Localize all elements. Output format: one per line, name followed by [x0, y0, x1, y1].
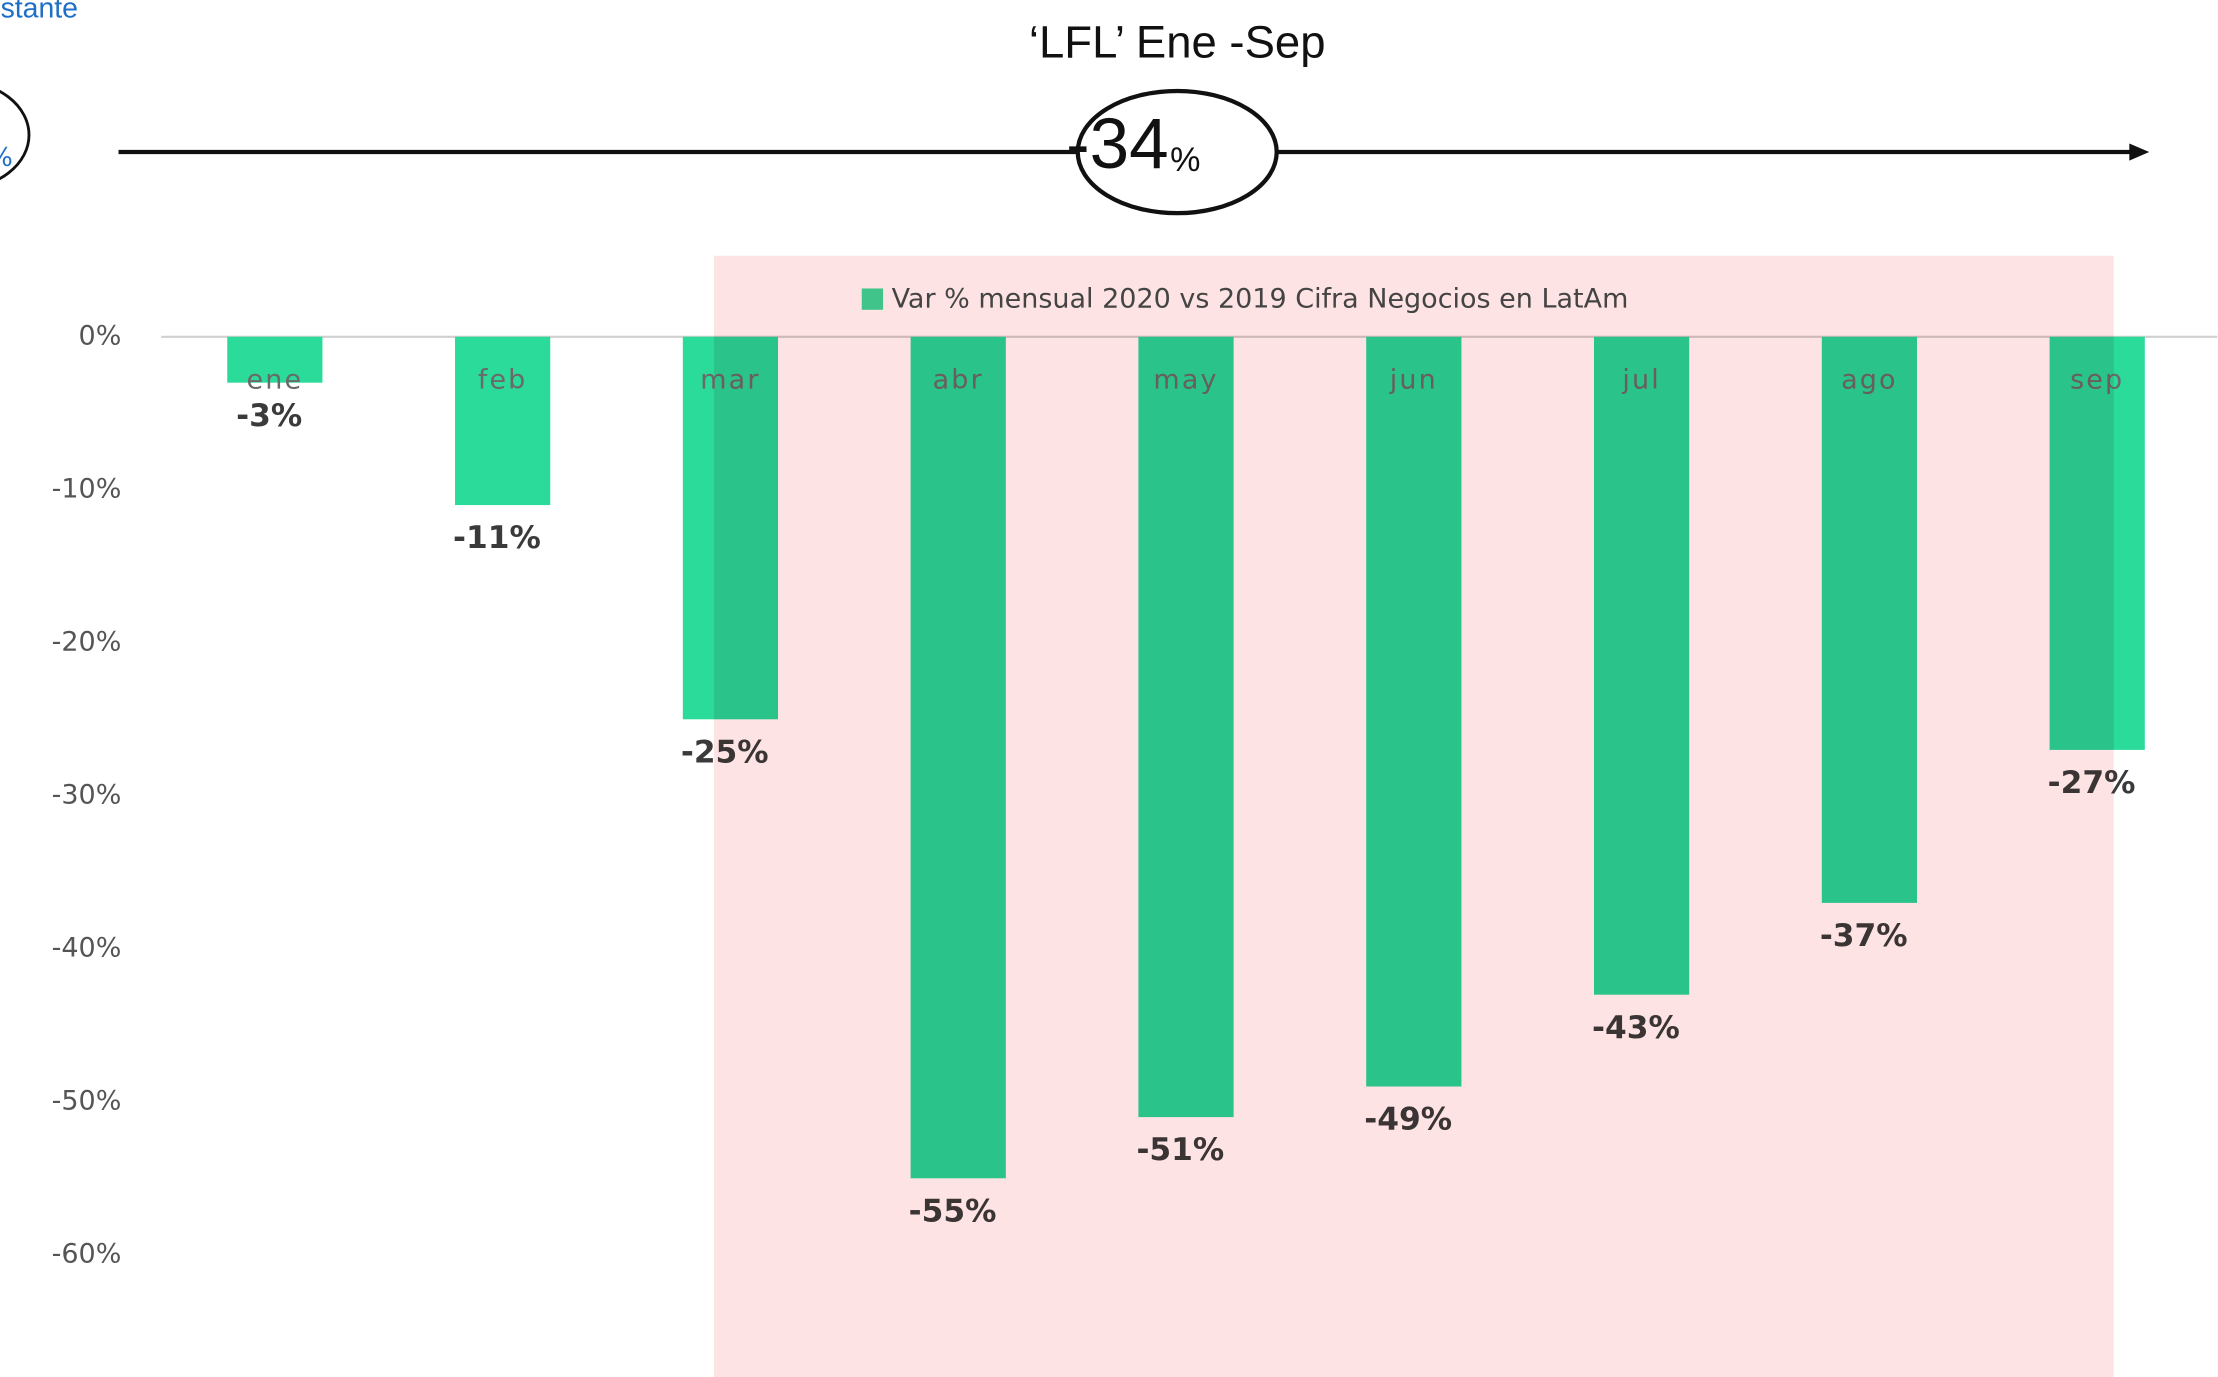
y-tick-label: -60% — [52, 1238, 122, 1269]
legend-swatch — [861, 288, 884, 310]
y-tick-label: -30% — [52, 779, 122, 810]
bar — [227, 336, 323, 383]
y-tick-label: -20% — [52, 626, 122, 657]
value-label: -11% — [453, 520, 541, 556]
y-tick-label: 0% — [79, 320, 122, 351]
y-tick-label: -10% — [52, 473, 122, 504]
left-circle — [0, 89, 31, 181]
left-annotation: stante — [1, 0, 78, 24]
arrow-head — [2129, 143, 2150, 161]
chart-title: ‘LFL’ Ene -Sep — [1029, 16, 1326, 67]
x-tick-label: ene — [246, 364, 303, 395]
headline-circle — [1075, 88, 1279, 216]
left-unit: % — [0, 143, 13, 173]
y-tick-label: -50% — [52, 1085, 122, 1116]
headline-value: -34 — [1066, 105, 1169, 184]
value-label: -3% — [236, 398, 302, 434]
headline-unit: % — [1170, 141, 1200, 179]
x-tick-label: feb — [478, 364, 528, 395]
bar — [455, 336, 551, 506]
highlight-region — [713, 255, 2114, 1377]
y-tick-label: -40% — [52, 932, 122, 963]
legend-label: Var % mensual 2020 vs 2019 Cifra Negocio… — [892, 283, 1629, 314]
